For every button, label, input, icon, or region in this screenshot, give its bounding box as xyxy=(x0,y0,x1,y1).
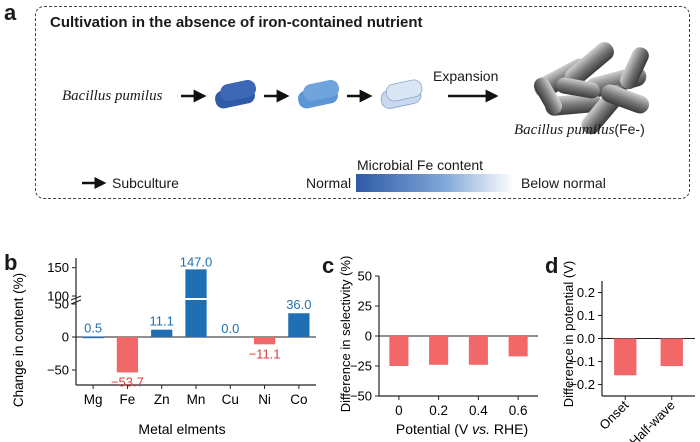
b-y-axis-label: Change in content (%) xyxy=(11,273,26,407)
c-x-tick-label: 0.4 xyxy=(469,403,488,418)
b-bar xyxy=(288,313,310,337)
b-axis-break-mark xyxy=(70,295,82,301)
c-xlabel-part3: RHE) xyxy=(490,421,528,437)
d-x-tick-label: Half-wave xyxy=(626,398,677,442)
cell-light xyxy=(380,79,423,109)
d-x-tick-label: Onset xyxy=(596,397,631,432)
b-value-label: 147.0 xyxy=(180,254,213,269)
b-y-tick-label: 0 xyxy=(62,330,69,345)
c-x-tick-label: 0.2 xyxy=(429,403,448,418)
b-x-tick-label: Ni xyxy=(258,392,271,407)
b-x-axis-label: Metal elments xyxy=(138,421,225,437)
d-bar xyxy=(660,338,683,367)
gradient-right-label: Below normal xyxy=(521,175,606,191)
b-bar xyxy=(82,336,104,339)
b-x-tick-label: Mg xyxy=(84,392,103,407)
c-y-axis-label: Difference in selectivity (%) xyxy=(338,256,353,413)
sem-cells-image xyxy=(534,42,650,135)
species-label: Bacillus pumilus xyxy=(62,88,163,104)
b-bar xyxy=(185,269,207,298)
result-label: Bacillus pumilus(Fe-) xyxy=(514,121,645,139)
b-bar xyxy=(253,337,276,345)
panel-a-letter: a xyxy=(4,0,17,25)
b-y-tick-label: 150 xyxy=(47,260,69,275)
c-y-tick-label: −25 xyxy=(350,359,372,374)
c-x-axis-label: Potential (V vs. RHE) xyxy=(396,421,528,437)
b-y-tick-label: 100 xyxy=(47,289,69,304)
b-value-label: 11.1 xyxy=(150,314,174,329)
b-value-label: −11.1 xyxy=(249,346,281,361)
d-y-tick-label: 0.2 xyxy=(577,285,595,300)
b-value-label: −53.7 xyxy=(111,374,144,389)
panel-c-letter: c xyxy=(322,253,335,278)
d-y-tick-label: 0.1 xyxy=(577,308,595,323)
d-y-tick-label: −0.2 xyxy=(569,377,595,392)
subculture-diagram xyxy=(82,42,650,192)
panel-b-letter: b xyxy=(4,250,18,275)
b-x-tick-label: Cu xyxy=(222,392,239,407)
c-bar xyxy=(508,336,528,357)
b-value-label: 0.0 xyxy=(221,321,239,336)
c-bar xyxy=(468,336,488,365)
d-y-tick-label: 0.0 xyxy=(577,331,595,346)
b-bar xyxy=(151,329,173,337)
b-bar xyxy=(116,337,139,373)
b-y-tick-label: 50 xyxy=(55,297,69,312)
expansion-label: Expansion xyxy=(433,68,499,84)
d-y-axis-label: Difference in potential (V) xyxy=(561,261,576,407)
result-species: Bacillus pumilus xyxy=(514,122,615,138)
b-x-tick-label: Fe xyxy=(120,392,136,407)
c-xlabel-part1: Potential (V xyxy=(396,421,472,437)
b-x-tick-label: Zn xyxy=(154,392,170,407)
c-bar xyxy=(429,336,449,365)
cell-mid xyxy=(298,79,339,109)
gradient-title: Microbial Fe content xyxy=(357,157,484,173)
c-bar xyxy=(389,336,409,366)
legend-subculture-label: Subculture xyxy=(112,175,179,191)
c-y-tick-label: 50 xyxy=(358,269,372,284)
b-x-tick-label: Mn xyxy=(187,392,206,407)
fe-gradient-bar xyxy=(356,174,514,192)
c-x-tick-label: 0.6 xyxy=(509,403,528,418)
d-bar xyxy=(614,338,637,376)
gradient-left-label: Normal xyxy=(306,175,352,191)
c-x-tick-label: 0 xyxy=(395,403,403,418)
c-y-tick-label: −50 xyxy=(350,389,372,404)
b-value-label: 36.0 xyxy=(286,297,311,312)
chart-b: 0.5 −53.7 11.1 147.0 0.0 −11.1 36.0 Mg Fe Zn Mn Cu… xyxy=(11,254,316,437)
b-x-tick-label: Co xyxy=(290,392,307,407)
panel-d-letter: d xyxy=(545,253,559,278)
c-xlabel-part2: vs. xyxy=(472,421,490,437)
chart-c: 0 0.2 0.4 0.6 50 25 0 −25 −50 Difference in sel… xyxy=(338,256,538,437)
result-suffix: (Fe-) xyxy=(614,121,645,137)
b-axis-break-mark xyxy=(70,299,82,305)
b-y-tick-label: −50 xyxy=(47,363,69,378)
cell-dark xyxy=(215,79,256,109)
c-y-tick-label: 0 xyxy=(365,329,372,344)
b-value-label: 0.5 xyxy=(84,321,102,336)
panel-a-title: Cultivation in the absence of iron-conta… xyxy=(50,14,423,31)
b-bar xyxy=(185,298,207,337)
c-y-tick-label: 25 xyxy=(358,299,372,314)
d-y-tick-label: −0.1 xyxy=(569,354,595,369)
panel-a-frame xyxy=(35,6,690,199)
